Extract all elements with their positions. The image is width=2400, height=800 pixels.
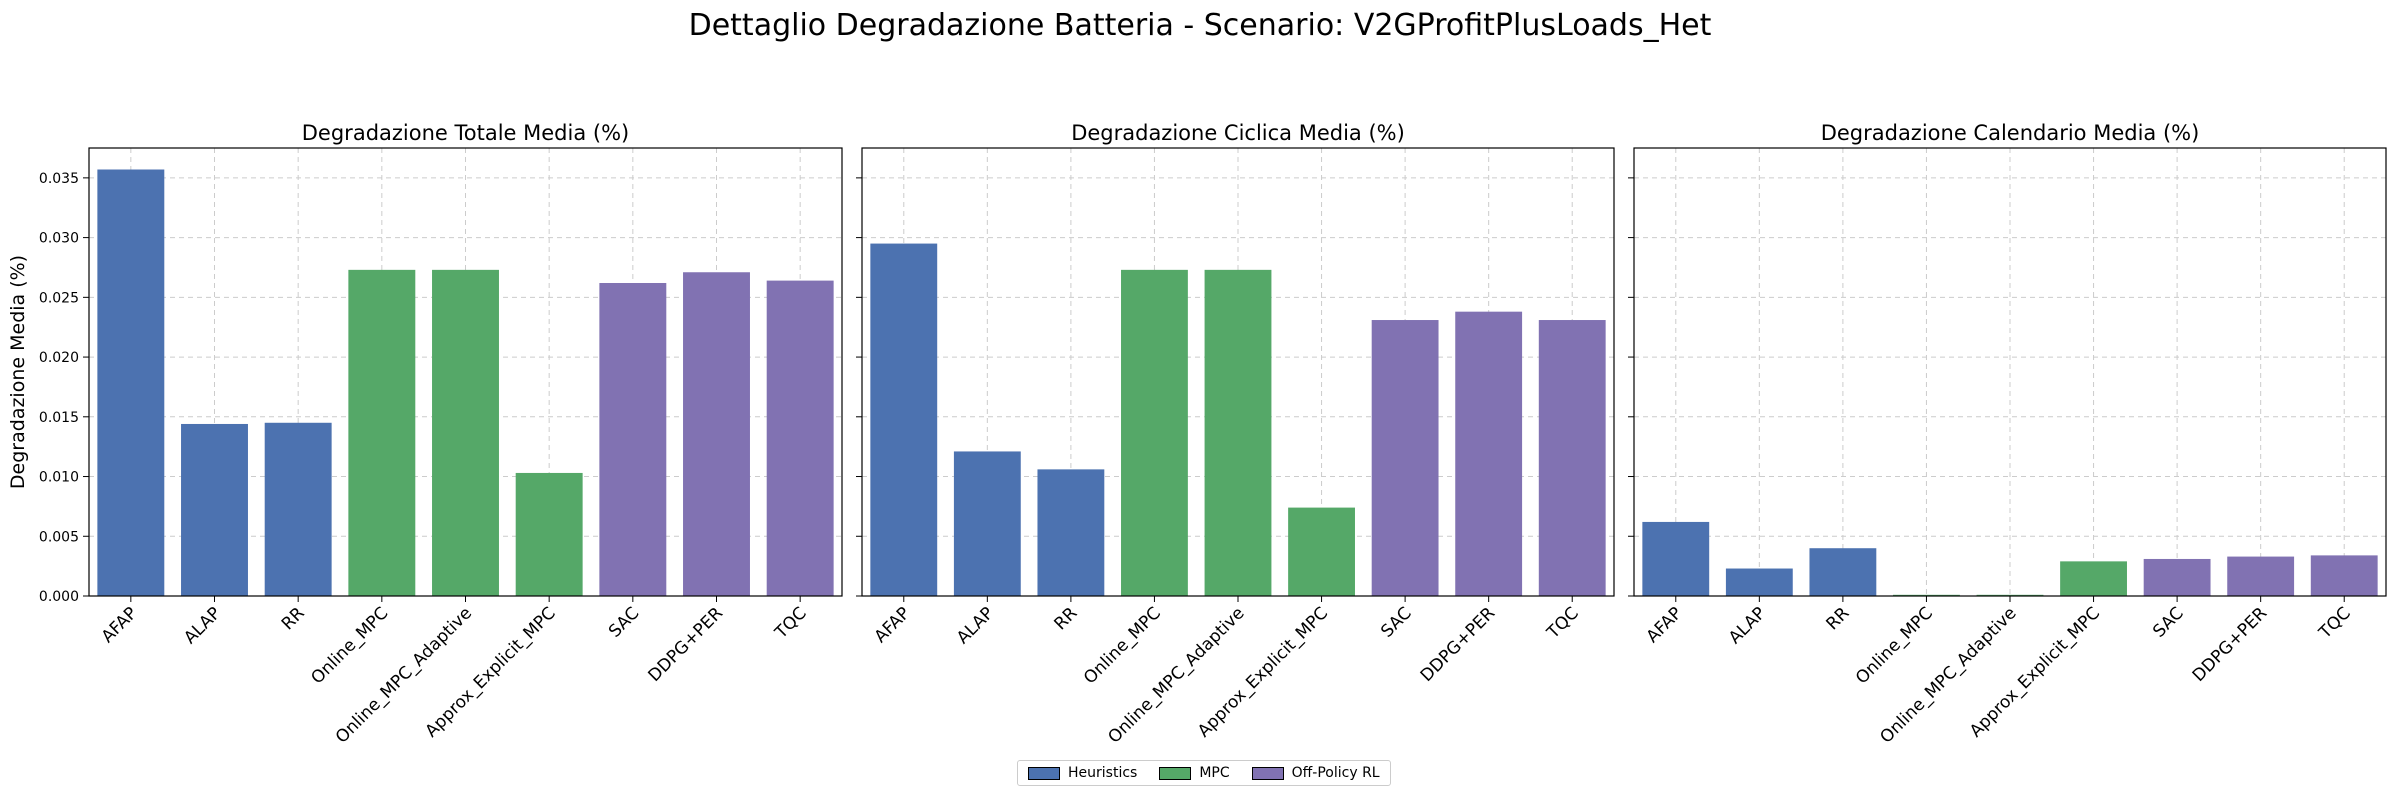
legend-item-mpc: MPC <box>1159 765 1230 781</box>
bar-online-mpc <box>348 269 416 596</box>
bar-online-mpc-adaptive <box>432 269 499 596</box>
legend-swatch-off-policy-rl <box>1251 766 1284 780</box>
y-tick-label: 0.030 <box>39 231 79 247</box>
legend-swatch-heuristics <box>1028 766 1060 780</box>
legend-item-heuristics: Heuristics <box>1028 765 1137 781</box>
bar-afap <box>870 243 938 596</box>
bar-ddpg-per <box>2227 556 2295 596</box>
y-tick-label: 0.000 <box>39 589 79 605</box>
x-tick-label-sac: SAC <box>605 603 643 641</box>
panel-title: Degradazione Totale Media (%) <box>302 121 629 145</box>
panel-3: AFAP ALAP RROnline_MPCOnline_MPC_AdaptiveA… <box>1628 121 2387 748</box>
panel-title: Degradazione Ciclica Media (%) <box>1071 121 1405 145</box>
bar-alap <box>1725 568 1793 596</box>
x-tick-label-rr: RR <box>1051 603 1082 634</box>
x-tick-label-online-mpc-adaptive: Online_MPC_Adaptive <box>332 603 476 747</box>
bar-tqc <box>2310 555 2378 596</box>
x-tick-label-online-mpc: Online_MPC <box>1852 603 1937 688</box>
bar-sac <box>2143 558 2211 596</box>
x-tick-label-online-mpc-adaptive: Online_MPC_Adaptive <box>1104 603 1248 747</box>
x-tick-label-alap: ALAP <box>180 603 225 648</box>
x-tick-label-ddpg-per: DDPG+PER <box>645 603 728 686</box>
x-tick-label-tqc: TQC <box>2315 603 2355 643</box>
legend-label-off-policy-rl: Off-Policy RL <box>1291 765 1380 781</box>
x-tick-label-ddpg-per: DDPG+PER <box>2189 603 2272 686</box>
y-tick-label: 0.015 <box>39 410 79 426</box>
y-tick-label: 0.035 <box>39 171 79 187</box>
bar-online-mpc-adaptive <box>1204 269 1272 596</box>
x-tick-label-alap: ALAP <box>953 603 998 648</box>
y-tick-label: 0.020 <box>39 350 79 366</box>
bar-tqc <box>1538 320 1606 596</box>
legend-item-off-policy-rl: Off-Policy RL <box>1251 765 1380 781</box>
x-tick-label-online-mpc: Online_MPC <box>307 603 392 688</box>
bar-online-mpc <box>1121 269 1188 596</box>
bar-sac <box>1371 320 1439 596</box>
x-tick-label-rr: RR <box>278 603 309 634</box>
x-tick-label-afap: AFAP <box>98 603 142 647</box>
bar-ddpg-per <box>683 272 750 596</box>
x-tick-label-ddpg-per: DDPG+PER <box>1417 603 1500 686</box>
x-tick-label-sac: SAC <box>1377 603 1415 641</box>
panel-1: 0.000 0.005 0.010 0.015 0.020 0.025 0.030 0.035… <box>7 121 843 748</box>
x-tick-label-online-mpc-adaptive: Online_MPC_Adaptive <box>1876 603 2020 747</box>
x-tick-label-alap: ALAP <box>1725 603 1770 648</box>
x-tick-label-afap: AFAP <box>1643 603 1687 647</box>
bar-rr <box>1037 469 1105 596</box>
x-tick-label-online-mpc: Online_MPC <box>1080 603 1165 688</box>
bar-sac <box>599 282 667 596</box>
y-axis-label: Degradazione Media (%) <box>7 255 29 489</box>
panel-2: AFAP ALAP RROnline_MPCOnline_MPC_AdaptiveA… <box>856 121 1615 748</box>
y-tick-label: 0.005 <box>39 529 79 545</box>
x-tick-label-sac: SAC <box>2149 603 2187 641</box>
bar-afap <box>1642 521 1710 596</box>
bar-tqc <box>766 280 834 596</box>
x-tick-label-tqc: TQC <box>1543 603 1583 643</box>
y-tick-label: 0.010 <box>39 470 79 486</box>
legend-swatch-mpc <box>1159 766 1192 780</box>
bar-ddpg-per <box>1455 311 1523 596</box>
figure-title: Dettaglio Degradazione Batteria - Scenar… <box>688 8 1712 43</box>
bar-alap <box>181 423 248 596</box>
x-tick-label-tqc: TQC <box>771 603 811 643</box>
bar-approx-explicit-mpc <box>515 472 583 596</box>
x-tick-label-rr: RR <box>1823 603 1854 634</box>
legend-label-mpc: MPC <box>1199 765 1230 781</box>
bar-approx-explicit-mpc <box>2060 561 2127 596</box>
x-tick-label-afap: AFAP <box>871 603 915 647</box>
bar-alap <box>953 451 1021 596</box>
legend: Heuristics MPC Off-Policy RL <box>1017 760 1391 786</box>
bar-approx-explicit-mpc <box>1288 507 1355 596</box>
panel-title: Degradazione Calendario Media (%) <box>1821 121 2200 145</box>
legend-label-heuristics: Heuristics <box>1068 765 1138 781</box>
y-tick-label: 0.025 <box>39 290 79 306</box>
bar-rr <box>264 422 332 596</box>
bar-rr <box>1809 548 1877 596</box>
bar-afap <box>97 169 165 596</box>
